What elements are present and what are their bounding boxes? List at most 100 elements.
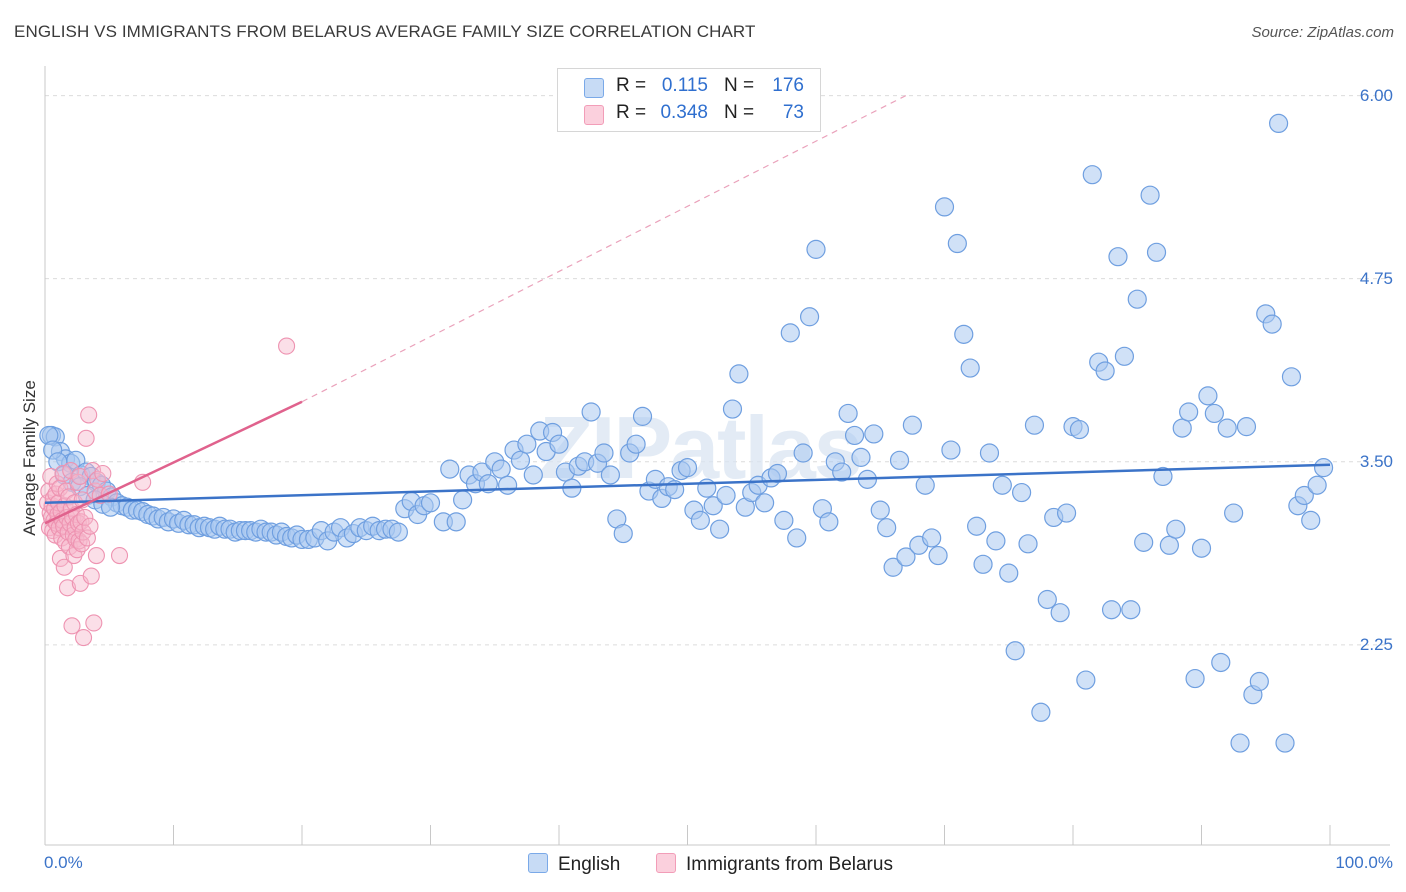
english-point: [1114, 346, 1135, 366]
english-point: [954, 324, 974, 344]
belarus-point: [83, 462, 102, 480]
english-point: [581, 402, 601, 422]
english-point: [889, 450, 910, 470]
english-point: [1301, 510, 1321, 530]
source-label: Source: ZipAtlas.com: [1251, 24, 1394, 41]
english-point: [799, 307, 820, 327]
belarus-point: [63, 617, 81, 635]
english-point: [491, 459, 511, 479]
english-point: [1217, 418, 1237, 438]
bottom-legend-label-english: English: [558, 854, 621, 875]
english-point: [1076, 670, 1096, 690]
english-trend-line: [44, 463, 1331, 505]
english-point: [754, 493, 775, 513]
english-point: [600, 465, 621, 485]
english-point: [100, 497, 121, 517]
bottom-legend-english: English: [528, 853, 620, 876]
english-point: [877, 518, 897, 538]
english-point: [780, 323, 800, 343]
english-point: [902, 415, 922, 435]
y-axis-label: Average Family Size: [20, 380, 39, 536]
english-point: [1294, 485, 1314, 506]
english-point: [934, 197, 955, 217]
english-point: [1056, 503, 1077, 523]
english-point: [947, 233, 967, 254]
bottom-legend-label-belarus: Immigrants from Belarus: [686, 854, 893, 875]
english-point: [1224, 503, 1244, 523]
y-tick-label: 4.75: [1359, 268, 1393, 288]
english-point: [851, 447, 871, 467]
english-point: [510, 450, 531, 470]
belarus-point: [76, 508, 94, 527]
belarus-trend-line: [44, 400, 303, 525]
belarus-point: [75, 629, 93, 647]
english-point: [922, 528, 942, 548]
english-point: [832, 462, 852, 482]
english-point: [1198, 386, 1218, 406]
english-point: [864, 424, 884, 444]
english-point: [1108, 247, 1128, 267]
english-point: [1134, 532, 1154, 552]
belarus-point: [58, 579, 77, 597]
stats-legend: R = 0.115 N = 176 R = 0.348 N = 73: [557, 68, 821, 132]
bottom-legend-swatch-belarus: [656, 853, 676, 873]
english-point: [1101, 600, 1122, 620]
english-point: [1204, 403, 1224, 424]
english-point: [1024, 415, 1045, 435]
legend-r-label: R =: [616, 75, 647, 96]
y-tick-label: 2.25: [1359, 634, 1393, 654]
legend-n-label: N =: [724, 102, 755, 123]
english-point: [838, 403, 858, 424]
y-tick-label: 6.00: [1359, 85, 1393, 105]
legend-r-value: 0.348: [660, 102, 708, 123]
english-point: [677, 458, 698, 478]
english-point: [1011, 482, 1032, 503]
english-point: [446, 512, 466, 532]
legend-n-value: 73: [782, 102, 804, 123]
english-point: [870, 500, 890, 520]
english-point: [1172, 418, 1192, 438]
belarus-point: [74, 523, 92, 541]
english-point: [787, 528, 807, 548]
english-point: [729, 364, 749, 384]
belarus-point: [55, 558, 73, 576]
english-point: [1050, 603, 1070, 623]
english-point: [844, 425, 865, 446]
english-point: [1230, 733, 1250, 753]
legend-n-value: 176: [772, 75, 804, 96]
english-point: [1236, 417, 1257, 437]
english-point: [979, 443, 1000, 463]
english-point: [594, 443, 614, 463]
english-point: [549, 434, 569, 454]
english-point: [767, 463, 788, 484]
english-point: [999, 563, 1019, 583]
english-point: [613, 523, 633, 544]
grid-lines: [45, 95, 1390, 646]
english-point: [896, 547, 916, 567]
english-point: [453, 490, 473, 510]
chart-title: ENGLISH VS IMMIGRANTS FROM BELARUS AVERA…: [14, 22, 756, 41]
english-point: [716, 485, 736, 506]
english-point: [440, 459, 460, 479]
legend-swatch-english: [584, 78, 604, 98]
english-point: [710, 519, 730, 539]
english-point: [388, 522, 408, 542]
english-point: [1159, 535, 1179, 555]
series-english-points: [39, 113, 1334, 753]
english-point: [1262, 314, 1282, 334]
english-point: [973, 554, 993, 574]
english-point: [1153, 466, 1173, 487]
english-point: [632, 406, 653, 426]
belarus-trend-extension: [301, 95, 907, 403]
belarus-point: [77, 429, 95, 447]
english-point: [523, 465, 543, 485]
english-point: [1191, 538, 1212, 558]
english-point: [1249, 671, 1269, 692]
x-tick-max: 100.0%: [1335, 853, 1393, 872]
x-tick-min: 0.0%: [44, 853, 83, 872]
belarus-point: [87, 546, 105, 565]
english-point: [498, 475, 518, 495]
english-point: [986, 531, 1006, 551]
english-point: [690, 510, 710, 530]
